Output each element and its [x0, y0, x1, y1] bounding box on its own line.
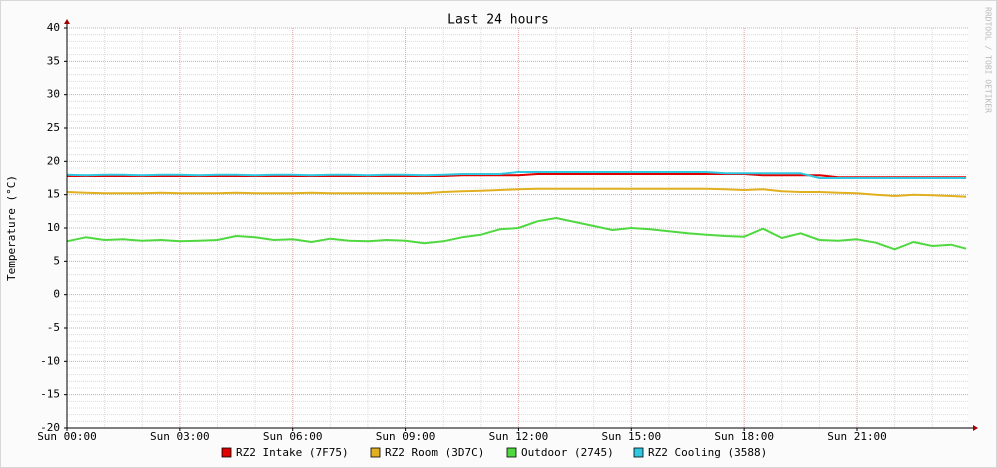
axis-arrow — [973, 425, 978, 431]
series-line — [67, 173, 967, 179]
x-tick-label: Sun 21:00 — [827, 430, 887, 443]
y-tick-label: 20 — [47, 154, 60, 167]
chart-title: Last 24 hours — [447, 13, 549, 28]
y-tick-label: 5 — [53, 254, 60, 267]
x-tick-label: Sun 00:00 — [37, 430, 97, 443]
y-tick-label: 25 — [47, 121, 60, 134]
x-tick-label: Sun 15:00 — [601, 430, 661, 443]
y-tick-label: 0 — [53, 288, 60, 301]
axis-arrow — [64, 19, 70, 24]
y-tick-label: -20 — [40, 421, 60, 434]
x-tick-label: Sun 06:00 — [263, 430, 323, 443]
series-line — [66, 187, 967, 198]
y-tick-label: -5 — [47, 321, 60, 334]
y-tick-label: 10 — [47, 221, 60, 234]
y-tick-label: -10 — [40, 354, 60, 367]
y-tick-label: -15 — [40, 388, 60, 401]
legend-swatch — [221, 447, 232, 458]
watermark: RRDTOOL / TOBI OETIKER — [984, 7, 993, 113]
series-line — [66, 217, 967, 251]
legend-swatch — [633, 447, 644, 458]
y-tick-label: 15 — [47, 188, 60, 201]
x-tick-label: Sun 03:00 — [150, 430, 210, 443]
x-tick-label: Sun 18:00 — [714, 430, 774, 443]
legend-swatch — [506, 447, 517, 458]
legend-label: Outdoor (2745) — [521, 446, 614, 459]
x-tick-label: Sun 12:00 — [489, 430, 549, 443]
legend-label: RZ2 Cooling (3588) — [648, 446, 767, 459]
y-tick-label: 40 — [47, 21, 60, 34]
legend-label: RZ2 Intake (7F75) — [236, 446, 349, 459]
legend-label: RZ2 Room (3D7C) — [385, 446, 484, 459]
y-tick-label: 35 — [47, 54, 60, 67]
legend-swatch — [370, 447, 381, 458]
series-line — [66, 171, 967, 179]
x-tick-label: Sun 09:00 — [376, 430, 436, 443]
y-tick-label: 30 — [47, 88, 60, 101]
y-axis-label: Temperature (°C) — [5, 175, 18, 281]
